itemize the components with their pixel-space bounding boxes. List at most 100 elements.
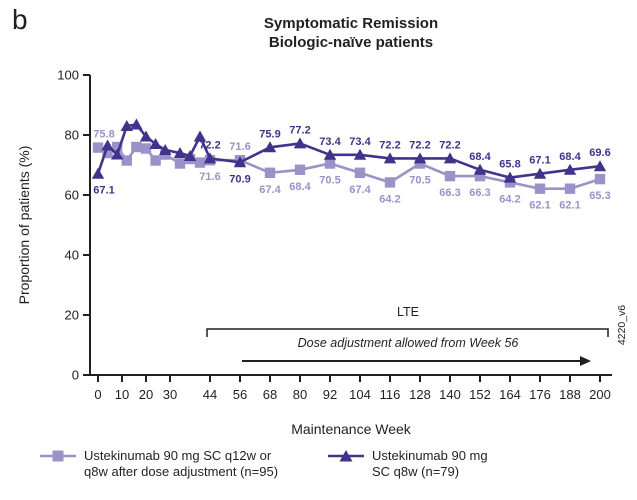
data-point-triangle [443, 152, 457, 164]
data-point-square [444, 170, 456, 182]
legend-label-q8w: Ustekinumab 90 mg SC q8w (n=79) [372, 448, 552, 480]
y-tick-label: 0 [72, 368, 79, 383]
x-tick-label: 44 [203, 387, 217, 402]
data-point-triangle [203, 152, 217, 164]
legend-entry-q12w: Ustekinumab 90 mg SC q12w or q8w after d… [40, 448, 314, 480]
data-label: 72.2 [199, 139, 220, 151]
data-point-triangle [173, 147, 187, 158]
data-point-triangle [353, 148, 367, 160]
legend-label-q12w-line1: Ustekinumab 90 mg SC q12w or [84, 448, 272, 463]
data-point-square [131, 141, 142, 153]
line-chart: 0 20 40 60 80 100 0 10 20 30 44 56 68 80 92 104 116 128 14… [57, 68, 612, 402]
data-label: 71.6 [199, 171, 220, 183]
data-point-triangle [233, 156, 247, 168]
figure-watermark: 4220_v6 [616, 304, 628, 346]
data-point-square [112, 141, 123, 153]
data-point-triangle [139, 130, 153, 142]
legend-label-q12w: Ustekinumab 90 mg SC q12w or q8w after d… [84, 448, 314, 480]
data-label: 65.8 [499, 159, 520, 171]
y-tick-label: 80 [65, 128, 79, 143]
data-point-square [150, 155, 161, 166]
data-label: 70.9 [229, 173, 250, 185]
data-label: 64.2 [499, 193, 520, 205]
data-point-triangle [503, 171, 517, 183]
y-tick-label: 20 [65, 308, 79, 323]
data-point-triangle [383, 152, 397, 164]
data-point-triangle [111, 148, 124, 160]
data-point-square [140, 143, 152, 154]
lte-annotation: LTE [397, 305, 419, 319]
x-tick-label: 188 [559, 387, 581, 402]
data-label: 66.3 [469, 187, 490, 199]
chart-title: Symptomatic Remission Biologic-naïve pat… [90, 14, 612, 52]
x-tick-label: 176 [529, 387, 551, 402]
data-point-square [354, 167, 366, 178]
data-label: 67.1 [529, 155, 550, 167]
data-label: 72.2 [379, 139, 400, 151]
series-line-q12w [97, 145, 601, 190]
data-label: 68.4 [469, 151, 491, 163]
chart-title-line1: Symptomatic Remission [263, 15, 439, 32]
data-point-triangle [130, 118, 143, 130]
x-tick-label: 200 [589, 387, 611, 402]
data-point-triangle [149, 138, 162, 149]
data-point-square [594, 173, 606, 185]
data-label: 69.6 [589, 147, 610, 159]
data-point-triangle [473, 163, 487, 175]
legend: Ustekinumab 90 mg SC q12w or q8w after d… [40, 448, 552, 480]
x-tick-label: 68 [263, 387, 277, 402]
data-point-triangle [101, 139, 114, 151]
data-label: 67.4 [349, 184, 371, 196]
triangle-marker-icon [328, 450, 364, 462]
data-point-triangle [159, 144, 172, 155]
x-tick-label: 128 [409, 387, 431, 402]
data-label: 73.4 [349, 136, 371, 148]
data-point-square [92, 142, 104, 153]
dose-arrow-head [580, 356, 591, 366]
data-point-square [294, 164, 306, 175]
data-point-triangle [293, 137, 307, 149]
data-point-triangle [193, 130, 207, 142]
data-label: 73.4 [319, 136, 341, 148]
y-tick-label: 100 [57, 68, 79, 83]
data-label: 65.3 [589, 190, 610, 202]
x-tick-label: 164 [499, 387, 521, 402]
x-tick-label: 20 [139, 387, 153, 402]
data-point-triangle [263, 141, 277, 153]
data-label: 66.3 [439, 187, 460, 199]
data-point-square [174, 158, 186, 169]
x-tick-label: 80 [293, 387, 307, 402]
data-point-triangle [533, 167, 547, 179]
data-point-square [384, 177, 396, 188]
data-label: 62.1 [559, 200, 580, 212]
data-point-square [414, 158, 426, 169]
data-label: 70.5 [409, 175, 430, 187]
data-point-triangle [593, 160, 607, 172]
data-point-triangle [323, 148, 337, 160]
data-point-triangle [183, 150, 197, 161]
data-label: 68.4 [559, 151, 581, 163]
legend-label-q8w-line2: SC q8w (n=79) [372, 464, 460, 479]
data-label: 72.2 [409, 139, 430, 151]
data-point-triangle [413, 152, 427, 164]
y-tick-label: 40 [65, 248, 79, 263]
lte-bracket [206, 328, 609, 337]
data-point-square [121, 155, 132, 166]
data-label: 70.5 [319, 175, 340, 187]
legend-label-q8w-line1: Ustekinumab 90 mg [372, 448, 488, 463]
x-axis-title: Maintenance Week [291, 421, 411, 437]
panel-letter: b [12, 4, 28, 35]
data-label: 62.1 [529, 200, 550, 212]
data-point-triangle [563, 163, 577, 175]
data-point-square [102, 147, 113, 159]
x-tick-label: 56 [233, 387, 247, 402]
data-point-square [324, 158, 336, 169]
y-tick-label: 60 [65, 188, 79, 203]
data-label: 64.2 [379, 193, 400, 205]
x-tick-label: 10 [115, 387, 129, 402]
data-label: 75.8 [93, 129, 114, 141]
data-point-triangle [91, 167, 105, 179]
dose-adjustment-annotation: Dose adjustment allowed from Week 56 [297, 336, 519, 350]
x-tick-label: 104 [349, 387, 371, 402]
x-tick-label: 116 [380, 387, 401, 402]
